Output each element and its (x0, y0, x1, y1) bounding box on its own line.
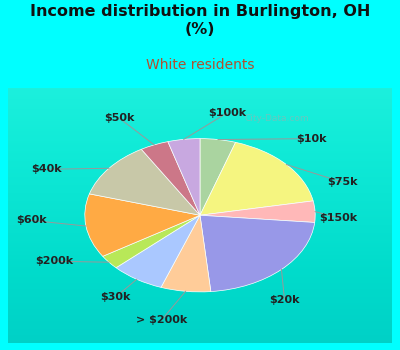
Wedge shape (200, 201, 315, 223)
Text: $60k: $60k (16, 215, 46, 225)
Wedge shape (141, 142, 200, 215)
Text: $30k: $30k (100, 292, 131, 302)
Wedge shape (103, 215, 200, 268)
Wedge shape (200, 142, 313, 215)
Text: $100k: $100k (208, 108, 246, 118)
Text: > $200k: > $200k (136, 315, 187, 325)
Wedge shape (200, 215, 315, 292)
Text: $200k: $200k (35, 256, 73, 266)
Text: $20k: $20k (269, 295, 300, 304)
Text: White residents: White residents (146, 58, 254, 72)
Text: $75k: $75k (327, 177, 357, 187)
Wedge shape (116, 215, 200, 287)
Text: $40k: $40k (31, 164, 62, 174)
Text: $150k: $150k (319, 213, 357, 223)
Text: Income distribution in Burlington, OH
(%): Income distribution in Burlington, OH (%… (30, 4, 370, 37)
Wedge shape (85, 194, 200, 256)
Text: $10k: $10k (296, 134, 327, 143)
Wedge shape (161, 215, 211, 292)
Wedge shape (200, 139, 236, 215)
Text: City-Data.com: City-Data.com (244, 114, 309, 122)
Text: $50k: $50k (104, 113, 134, 123)
Wedge shape (168, 139, 200, 215)
Wedge shape (89, 149, 200, 215)
